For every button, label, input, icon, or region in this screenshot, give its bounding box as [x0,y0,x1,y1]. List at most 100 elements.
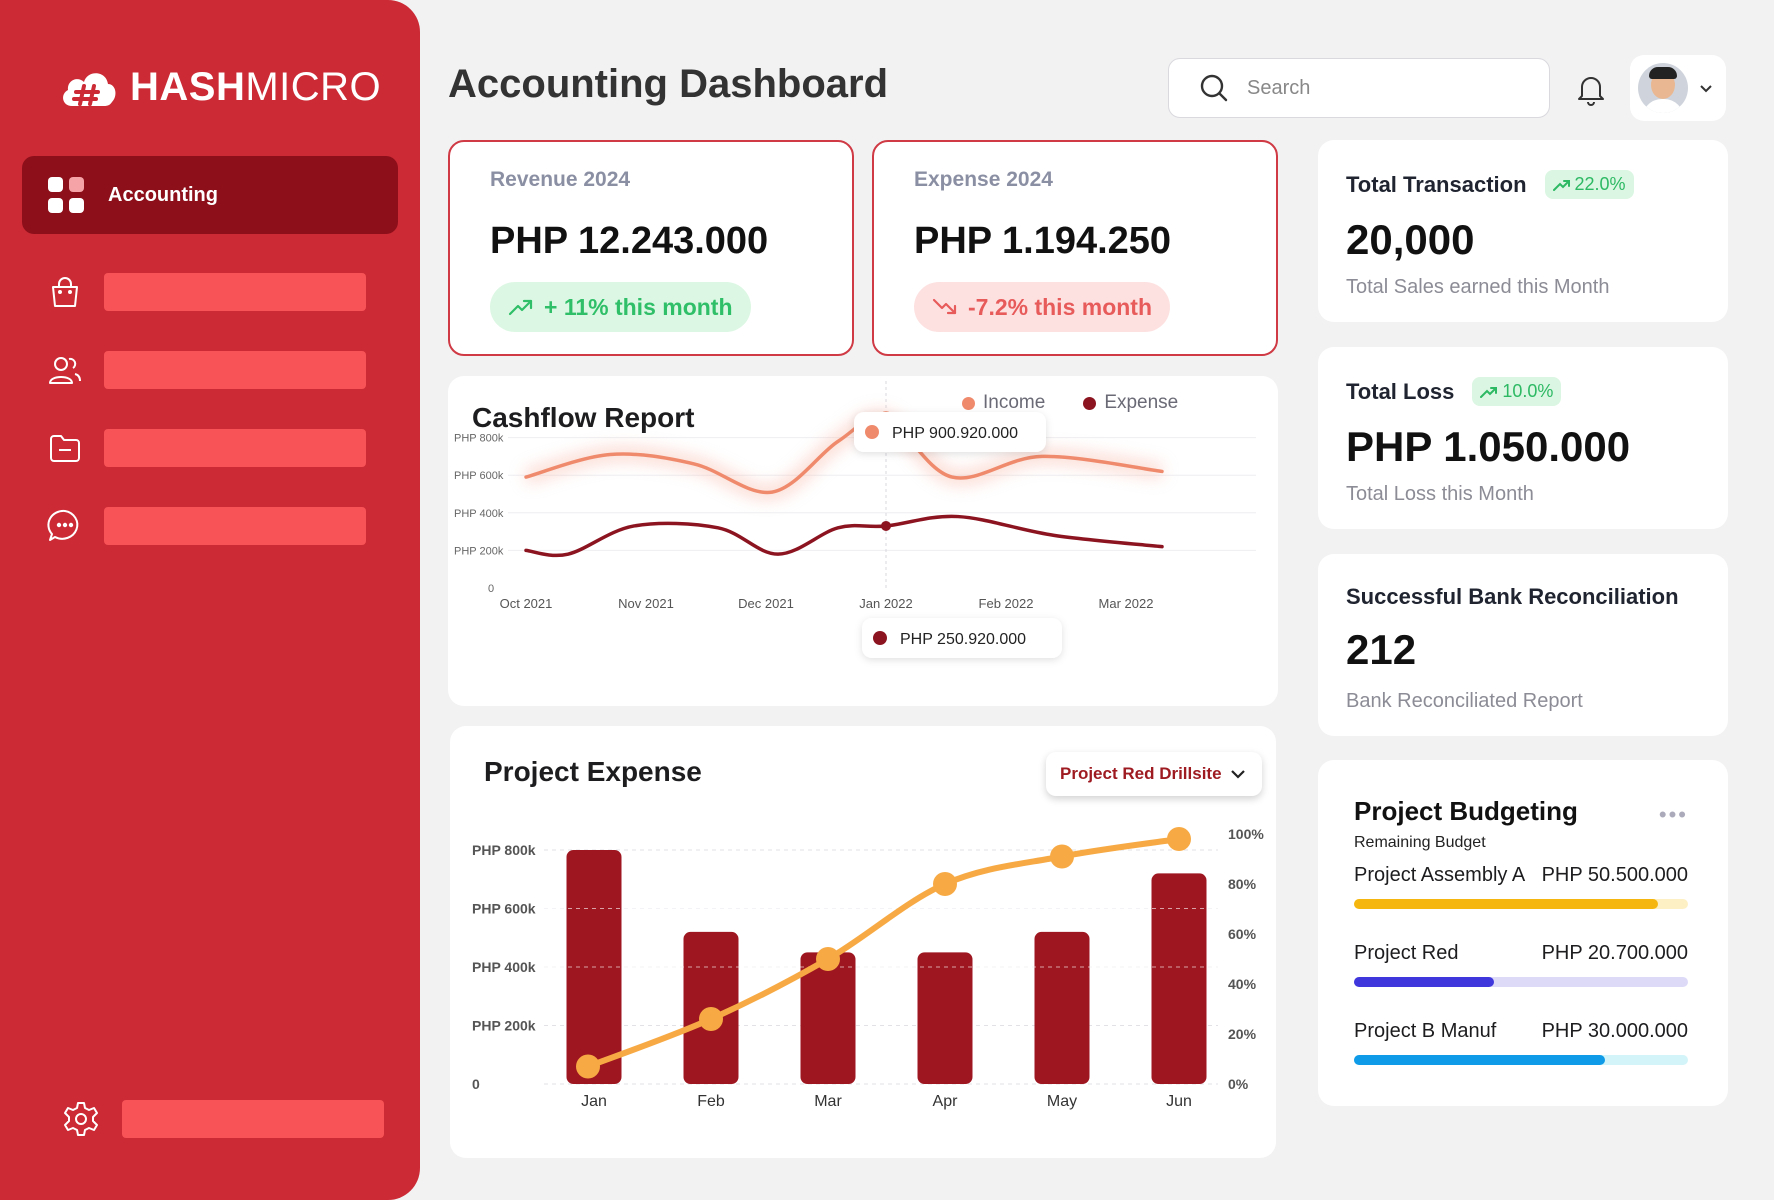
cumulative-point [933,872,957,896]
page-title: Accounting Dashboard [448,62,889,106]
brand-logo[interactable]: HASHMICRO [58,62,381,112]
project-expense-chart: 0 PHP 200k PHP 400k PHP 600k PHP 800k 0% 20% 40… [472,826,1264,1110]
project-expense-title: Project Expense [484,756,702,787]
total-transaction-badge: 22.0% [1544,170,1634,199]
budget-project-name: Project Red [1354,942,1459,964]
budget-project-name: Project Assembly A [1354,864,1526,886]
cumulative-point [816,947,840,971]
x-tick-label: Feb 2022 [979,596,1034,611]
cumulative-point [1050,844,1074,869]
trend-up-icon [508,299,533,316]
trend-down-icon [932,298,957,315]
sidebar-item-placeholder [104,429,366,467]
total-transaction-value: 20,000 [1346,216,1475,263]
y2-tick-label: 40% [1228,976,1257,992]
bar-apr [917,952,973,1084]
y-tick-label: PHP 600k [472,901,536,917]
expense-series-line [524,514,1164,558]
cumulative-point [576,1054,600,1079]
sidebar-item-files[interactable] [46,428,366,468]
project-budgeting-subtitle: Remaining Budget [1354,834,1486,851]
x-tick-label: Oct 2021 [500,596,553,611]
bar-mar [800,952,856,1084]
trend-up-icon [1552,179,1570,191]
income-tooltip: PHP 900.920.000 [854,412,1046,452]
project-budgeting-card: Project Budgeting Remaining Budget ••• P… [1318,760,1728,1106]
bank-reconciliation-title: Successful Bank Reconciliation [1346,584,1679,609]
y-tick-label: 0 [488,583,494,595]
sidebar-item-accounting[interactable]: Accounting [22,156,398,234]
budget-row[interactable]: Project Red PHP 20.700.000 [1354,942,1688,987]
total-loss-value: PHP 1.050.000 [1346,423,1631,470]
budget-row[interactable]: Project Assembly A PHP 50.500.000 [1354,864,1688,909]
search-icon [1200,74,1228,102]
x-tick-label: Feb [697,1093,725,1110]
y2-tick-label: 0% [1228,1076,1249,1092]
total-loss-title: Total Loss [1346,378,1455,404]
budget-amount: PHP 30.000.000 [1541,1020,1688,1042]
sidebar: HASHMICRO Accounting [0,0,420,1200]
x-tick-label: Nov 2021 [618,596,674,611]
bank-reconciliation-card: Successful Bank Reconciliation 212 Bank … [1318,554,1728,736]
bar-may [1034,931,1090,1084]
y-tick-label: PHP 600k [454,470,504,482]
total-loss-sub: Total Loss this Month [1346,483,1534,505]
user-menu[interactable] [1630,55,1726,121]
users-icon [49,357,81,384]
income-series-line [524,415,1164,495]
budget-amount: PHP 50.500.000 [1541,864,1688,886]
total-loss-badge: 10.0% [1472,377,1562,406]
trend-up-icon [1480,386,1498,398]
y-tick-label: PHP 200k [472,1018,536,1034]
legend-expense[interactable]: Expense [1083,392,1178,414]
x-tick-label: Apr [933,1093,959,1110]
brand-name-bold: HASH [130,64,246,109]
y2-tick-label: 100% [1228,826,1264,842]
y2-tick-label: 80% [1228,876,1257,892]
x-tick-label: Jan 2022 [859,596,913,611]
search-input[interactable]: Search [1168,58,1550,118]
cloud-hash-icon [63,73,116,106]
y-tick-label: PHP 400k [472,959,536,975]
sidebar-item-users[interactable] [46,350,366,390]
brand-name-thin: MICRO [245,64,382,109]
total-transaction-sub: Total Sales earned this Month [1346,276,1610,298]
x-tick-label: May [1047,1093,1077,1110]
legend-income[interactable]: Income [962,392,1045,414]
more-options-icon[interactable]: ••• [1658,802,1688,827]
y-tick-label: PHP 800k [454,433,504,445]
budget-row[interactable]: Project B Manuf PHP 30.000.000 [1354,1020,1688,1065]
y-tick-label: 0 [472,1076,480,1092]
expense-value: PHP 1.194.250 [914,220,1172,262]
budget-progress-track [1354,977,1688,987]
project-expense-card: Project Expense Project Red Drillsite 0 P… [450,726,1276,1158]
cashflow-card: Cashflow Report Income Expense 0 PHP 200k… [448,376,1278,706]
bell-icon[interactable] [1574,72,1608,106]
folder-icon [50,435,80,462]
bank-reconciliation-sub: Bank Reconciliated Report [1346,690,1583,712]
x-tick-label: Mar 2022 [1099,596,1154,611]
project-select-value: Project Red Drillsite [1060,764,1222,783]
sidebar-item-messages[interactable] [46,506,366,546]
budget-progress-track [1354,1055,1688,1065]
total-transaction-title: Total Transaction [1346,171,1527,197]
svg-text:PHP 900.920.000: PHP 900.920.000 [892,425,1018,442]
cashflow-legend: Income Expense [962,392,1178,414]
sidebar-item-sales[interactable] [46,272,366,312]
budget-progress-fill [1354,1055,1605,1065]
avatar [1638,63,1688,113]
sidebar-item-settings[interactable] [62,1100,384,1138]
chat-icon [47,509,79,541]
revenue-change-badge: + 11% this month [490,282,751,332]
chevron-down-icon [1231,770,1245,779]
sidebar-item-placeholder [104,507,366,545]
budget-project-name: Project B Manuf [1354,1020,1497,1042]
cumulative-point [699,1007,723,1031]
bar-jun [1151,873,1207,1084]
gear-icon [64,1102,98,1136]
chevron-down-icon [1700,85,1712,93]
revenue-change-text: + 11% this month [544,293,733,320]
budget-progress-track [1354,899,1688,909]
project-select-dropdown[interactable]: Project Red Drillsite [1046,752,1262,796]
revenue-value: PHP 12.243.000 [490,220,769,262]
